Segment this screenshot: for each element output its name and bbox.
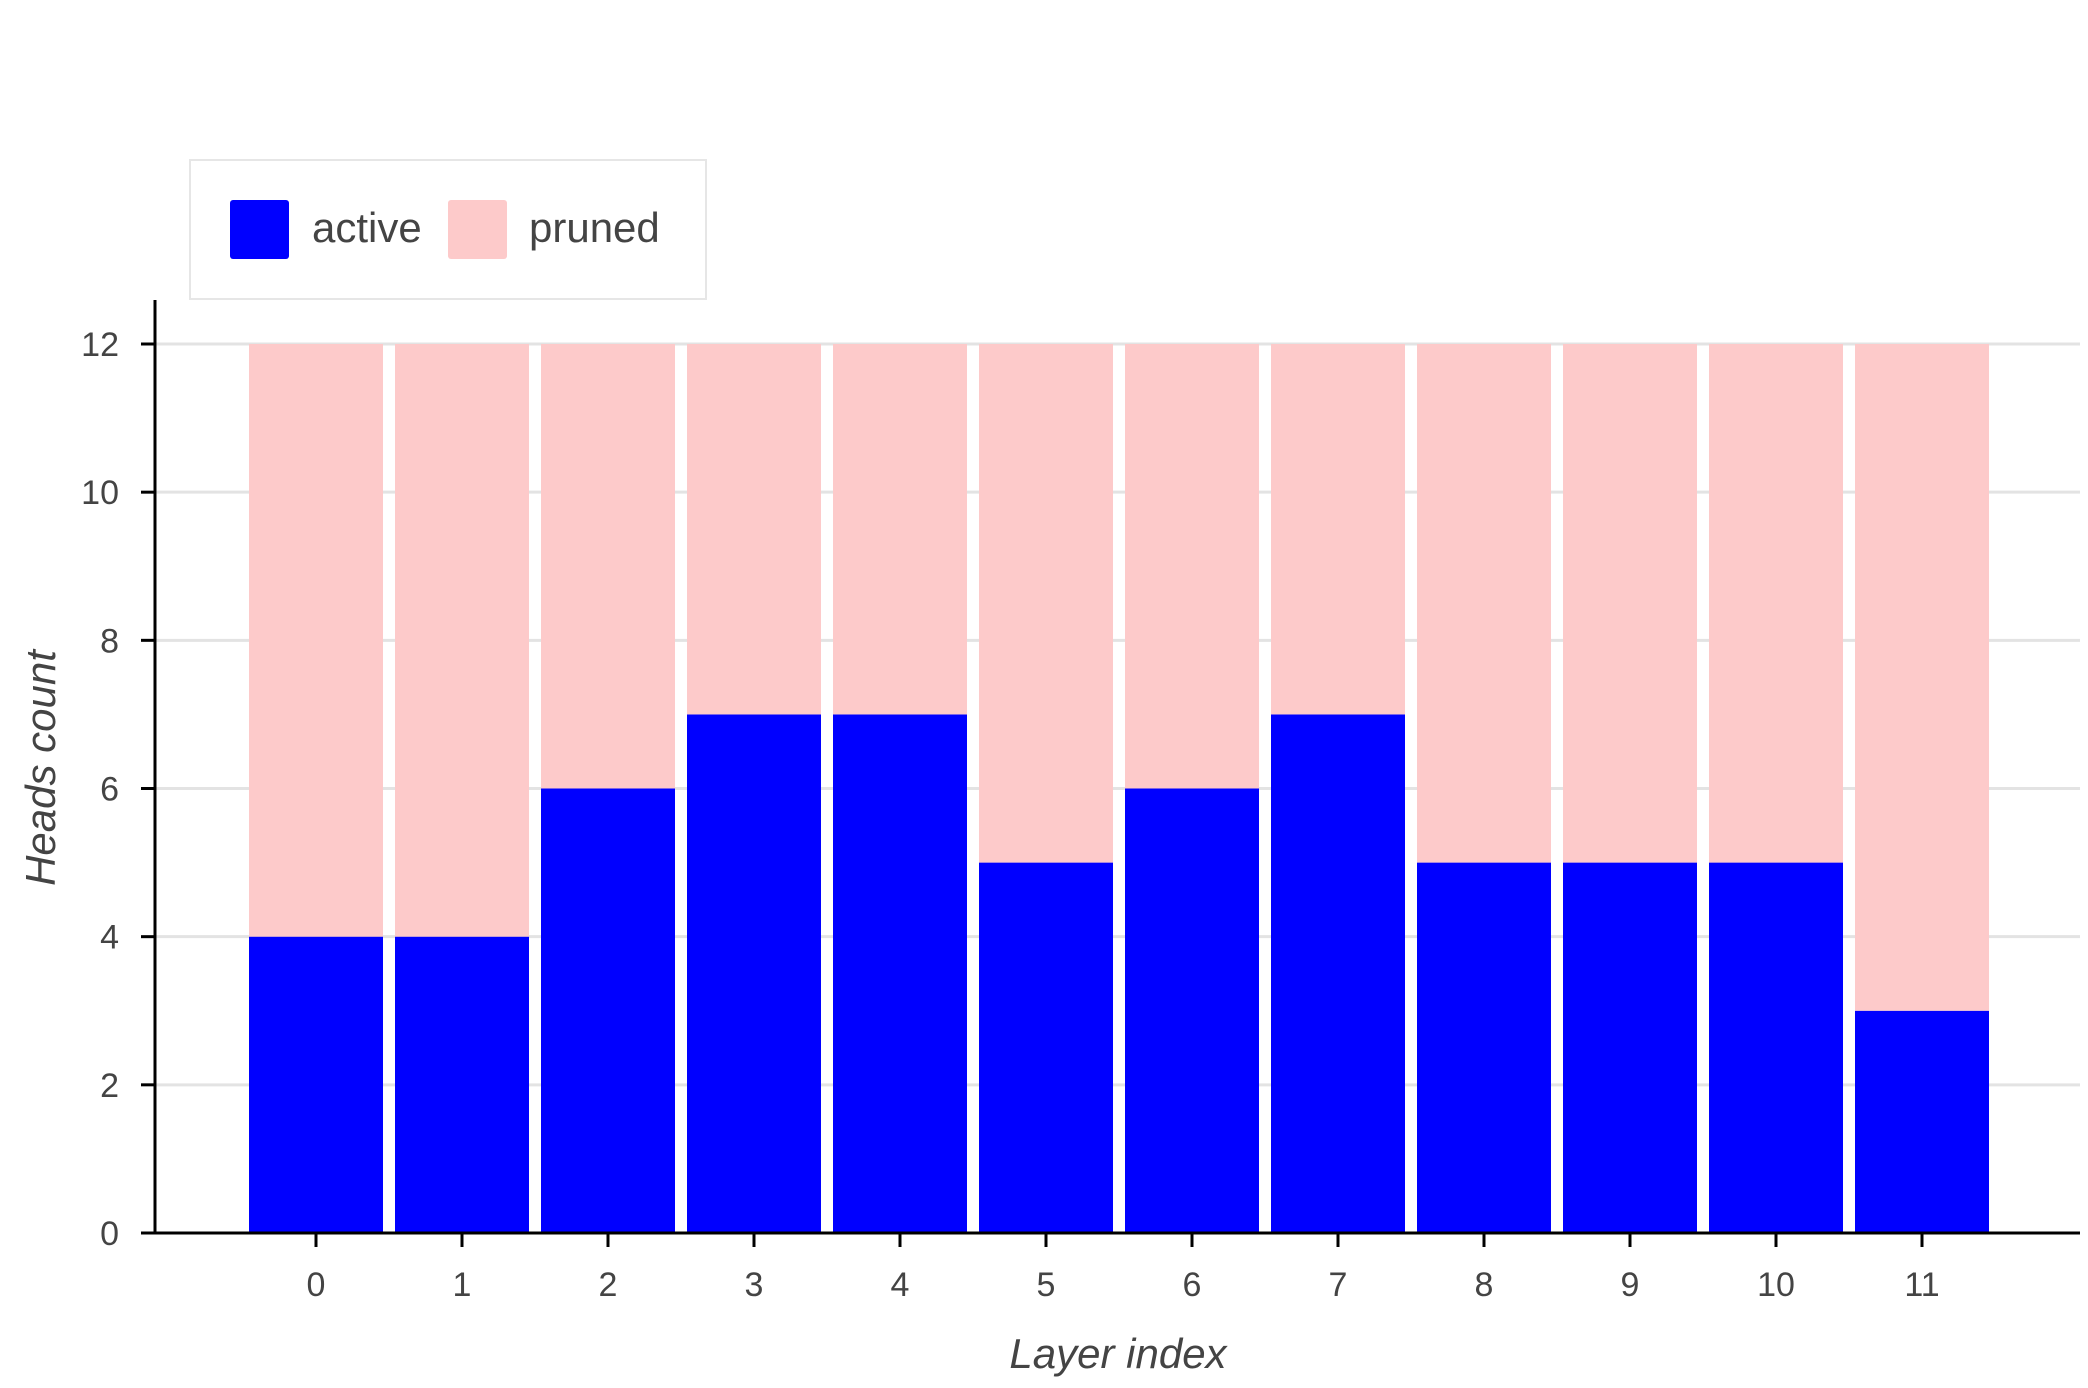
bar-pruned-5 xyxy=(979,344,1113,863)
axes xyxy=(153,300,2080,1235)
x-tick-label: 9 xyxy=(1621,1266,1640,1304)
bar-pruned-6 xyxy=(1125,344,1259,789)
bars xyxy=(249,344,1989,1233)
y-tick-label: 0 xyxy=(100,1215,119,1253)
bar-active-1 xyxy=(395,936,529,1233)
bar-pruned-0 xyxy=(249,344,383,937)
y-ticks: 0 2 4 6 8 10 12 xyxy=(81,326,155,1253)
bar-active-9 xyxy=(1563,862,1697,1233)
y-tick-label: 2 xyxy=(100,1067,119,1105)
bar-pruned-2 xyxy=(541,344,675,789)
legend: active pruned xyxy=(189,159,707,300)
x-tick-label: 7 xyxy=(1329,1266,1348,1304)
x-tick-label: 11 xyxy=(1904,1266,1939,1304)
bar-active-5 xyxy=(979,862,1113,1233)
bar-active-2 xyxy=(541,788,675,1233)
bar-pruned-9 xyxy=(1563,344,1697,863)
x-tick-label: 3 xyxy=(745,1266,764,1304)
bar-active-0 xyxy=(249,936,383,1233)
x-tick-label: 2 xyxy=(599,1266,618,1304)
bar-pruned-4 xyxy=(833,344,967,715)
bar-pruned-10 xyxy=(1709,344,1843,863)
bar-active-10 xyxy=(1709,862,1843,1233)
x-tick-label: 5 xyxy=(1037,1266,1056,1304)
bar-pruned-8 xyxy=(1417,344,1551,863)
y-tick-label: 6 xyxy=(100,771,119,809)
x-ticks: 0 1 2 3 4 5 6 7 8 9 10 11 xyxy=(307,1233,1940,1304)
bar-pruned-11 xyxy=(1855,344,1989,1011)
y-tick-label: 4 xyxy=(100,919,119,957)
legend-label-pruned: pruned xyxy=(529,204,660,251)
bar-active-6 xyxy=(1125,788,1259,1233)
y-tick-label: 12 xyxy=(81,326,119,364)
y-tick-label: 8 xyxy=(100,622,119,660)
x-tick-label: 6 xyxy=(1183,1266,1202,1304)
x-tick-label: 8 xyxy=(1475,1266,1494,1304)
legend-swatch-active xyxy=(230,200,289,259)
bar-pruned-7 xyxy=(1271,344,1405,715)
x-tick-label: 10 xyxy=(1757,1266,1795,1304)
y-axis-title: Heads count xyxy=(17,648,64,886)
x-axis-title: Layer index xyxy=(1009,1330,1228,1377)
bar-active-11 xyxy=(1855,1010,1989,1233)
bar-active-7 xyxy=(1271,714,1405,1233)
bar-pruned-3 xyxy=(687,344,821,715)
bar-active-4 xyxy=(833,714,967,1233)
legend-label-active: active xyxy=(312,204,422,251)
x-tick-label: 4 xyxy=(891,1266,910,1304)
bar-active-3 xyxy=(687,714,821,1233)
y-tick-label: 10 xyxy=(81,474,119,512)
legend-swatch-pruned xyxy=(448,200,507,259)
x-tick-label: 0 xyxy=(307,1266,326,1304)
bar-pruned-1 xyxy=(395,344,529,937)
x-tick-label: 1 xyxy=(453,1266,472,1304)
bar-active-8 xyxy=(1417,862,1551,1233)
